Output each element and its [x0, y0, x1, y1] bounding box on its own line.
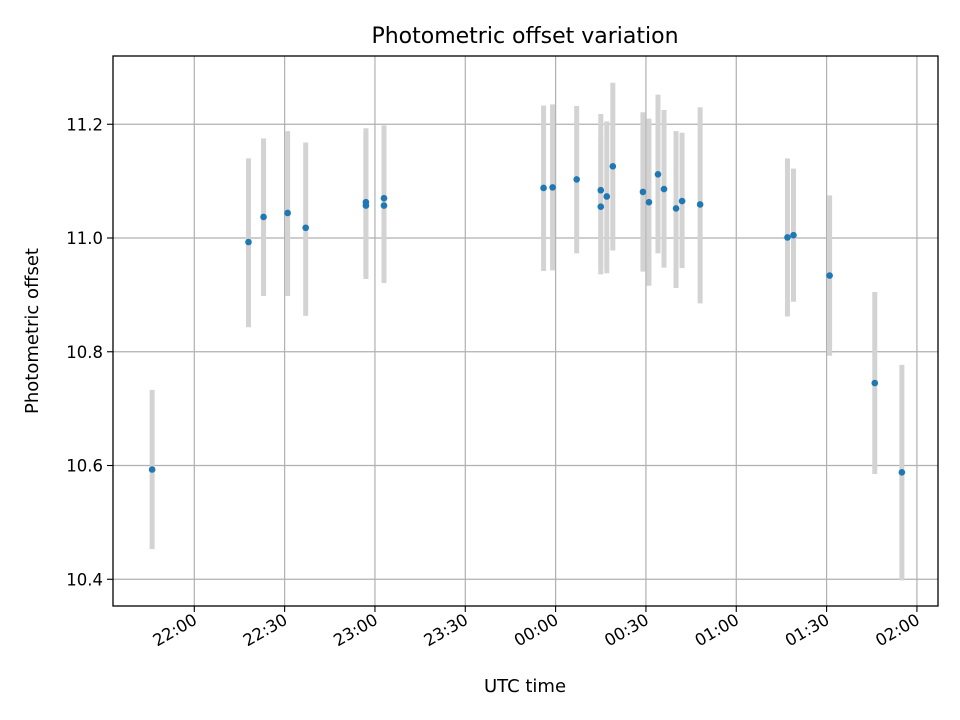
data-point	[790, 231, 797, 239]
data-point	[245, 238, 252, 246]
y-tick-label: 10.8	[66, 343, 103, 362]
chart-title: Photometric offset variation	[371, 24, 678, 49]
x-tick-label: 00:00	[511, 610, 562, 650]
data-point	[871, 379, 879, 387]
data-point	[639, 188, 647, 196]
data-point	[660, 185, 668, 193]
x-tick-label: 23:30	[421, 610, 472, 650]
data-point	[380, 202, 388, 209]
y-tick-label: 10.6	[66, 457, 103, 476]
x-axis-ticks: 22:00 22:30 23:00 23:30 00:00 00:30 01:00 01:30…	[150, 606, 923, 650]
y-tick-label: 11.0	[66, 229, 103, 248]
x-tick-label: 23:00	[330, 610, 381, 650]
data-point	[148, 466, 156, 473]
data-point	[603, 193, 611, 200]
grid-layer	[113, 56, 938, 606]
data-point	[573, 176, 580, 183]
y-tick-label: 10.4	[66, 570, 103, 589]
data-point	[540, 184, 547, 192]
x-tick-label: 22:00	[150, 610, 201, 650]
y-axis-ticks: 10.4 10.6 10.8 11.0 11.2	[66, 115, 113, 589]
data-point-layer	[148, 163, 906, 476]
y-tick-label: 11.2	[66, 115, 103, 134]
data-point	[678, 197, 686, 205]
data-point	[645, 198, 653, 206]
x-tick-label: 22:30	[240, 610, 291, 650]
data-point	[597, 186, 605, 194]
x-tick-label: 00:30	[601, 610, 652, 650]
errorbar-layer	[149, 82, 905, 581]
x-tick-label: 02:00	[872, 610, 923, 650]
data-point	[609, 163, 617, 170]
x-tick-label: 01:00	[692, 610, 743, 650]
data-point	[784, 234, 791, 241]
data-point	[826, 272, 833, 279]
data-point	[380, 194, 388, 202]
data-point	[302, 224, 310, 232]
plot-frame	[112, 55, 939, 607]
x-tick-label: 01:30	[782, 610, 833, 650]
data-point	[260, 213, 267, 221]
data-point	[284, 209, 291, 217]
data-point	[654, 171, 662, 178]
data-point	[597, 203, 605, 211]
data-point	[549, 184, 556, 191]
data-point	[696, 201, 704, 208]
data-point	[898, 469, 906, 476]
data-point	[362, 198, 370, 206]
x-axis-label: UTC time	[484, 676, 566, 697]
y-axis-label: Photometric offset	[22, 248, 43, 414]
data-point	[672, 205, 680, 212]
